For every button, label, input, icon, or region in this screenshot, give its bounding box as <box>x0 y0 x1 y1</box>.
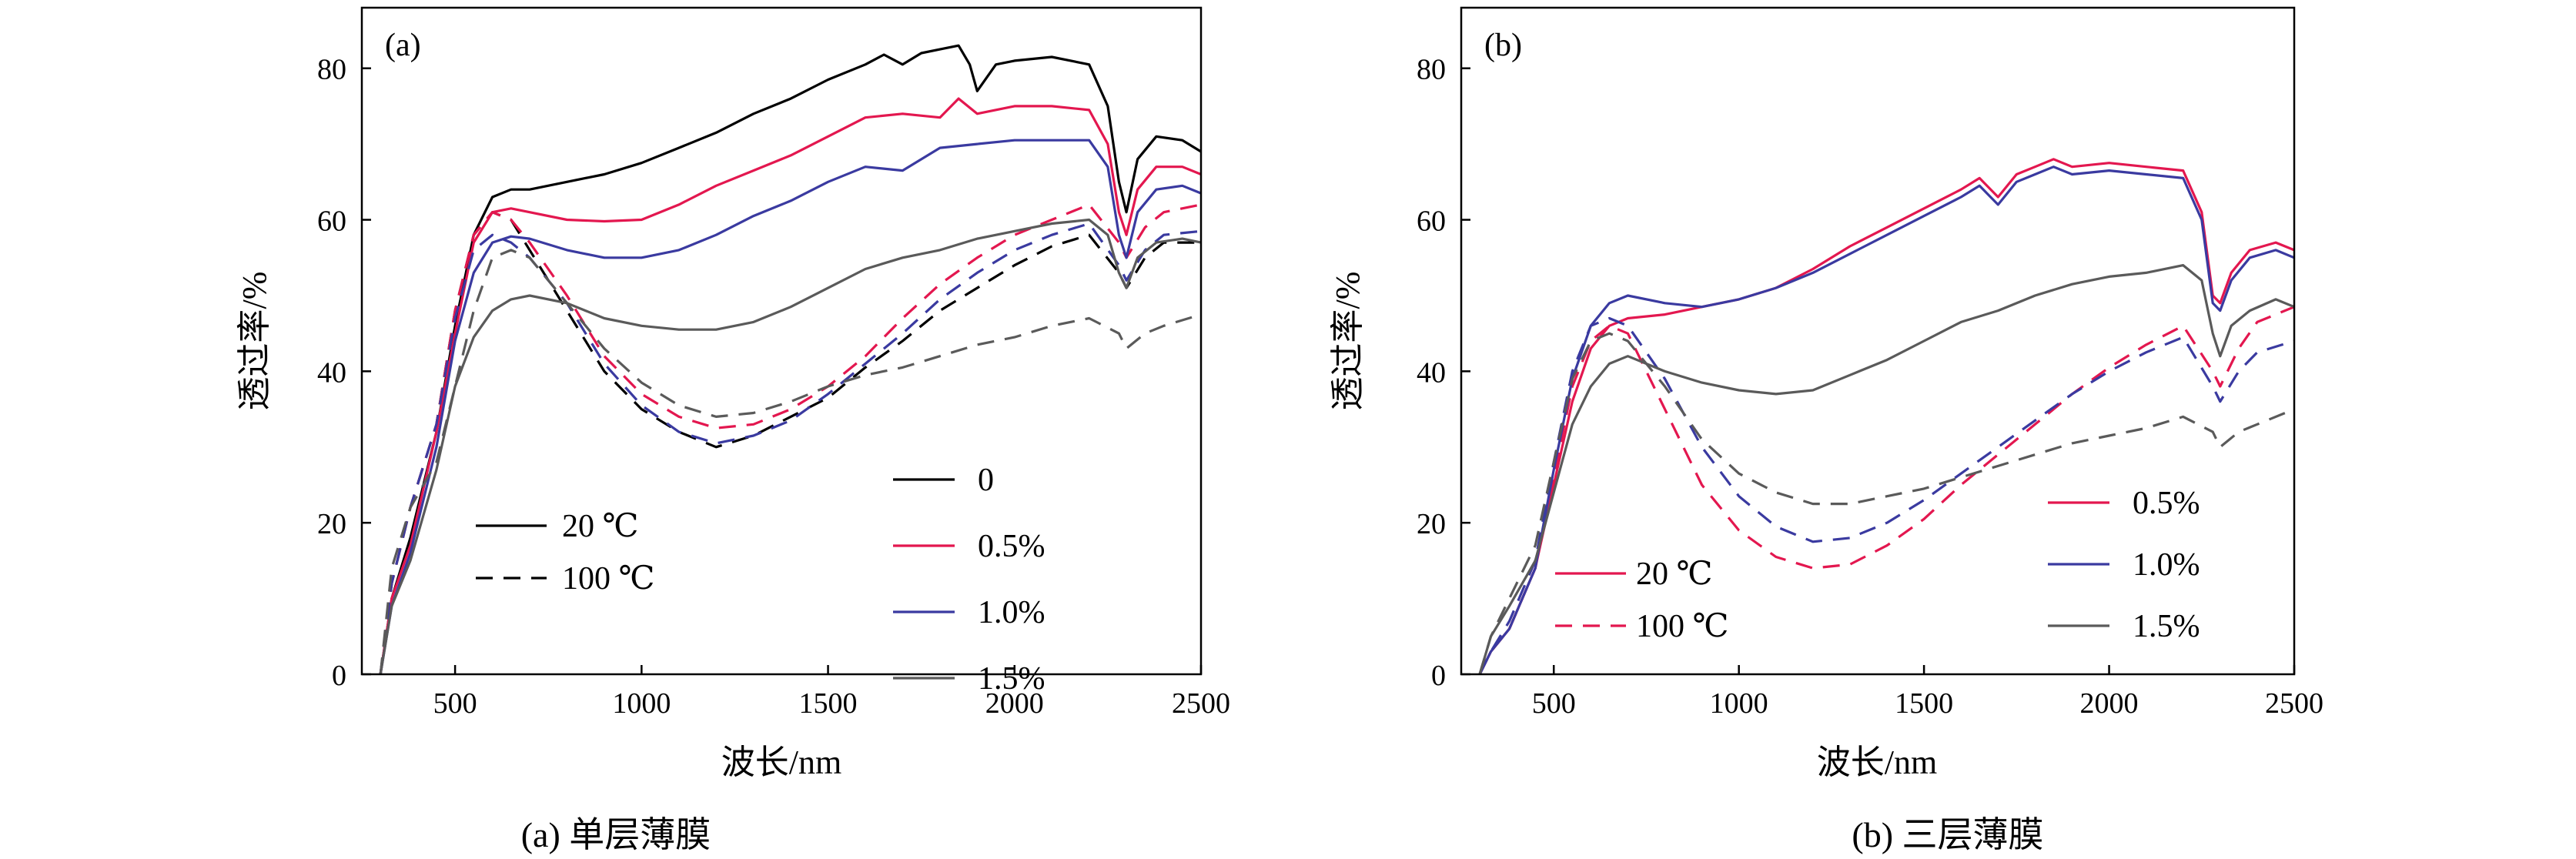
pb-y-tick-label-1: 20 <box>1417 508 1446 540</box>
pa-x-axis-label: 波长/nm <box>721 744 841 781</box>
pa-x-tick-label-2: 1500 <box>799 687 858 720</box>
pa-y-axis-label: 透过率/% <box>236 272 273 411</box>
caption-panel-a: (a) 单层薄膜 <box>521 815 711 854</box>
pb-x-axis-label: 波长/nm <box>1817 744 1937 781</box>
pb-series-line-1 <box>1478 306 2295 675</box>
pb-x-tick-label-0: 500 <box>1532 687 1576 720</box>
pb-y-axis-label: 透过率/% <box>1329 272 1367 411</box>
pa-series-line-1 <box>379 211 1201 675</box>
pb-legend-label-1: 1.0% <box>2133 547 2200 583</box>
pb-legend-label-2: 1.5% <box>2133 609 2200 644</box>
pb-series-line-0 <box>1478 158 2295 675</box>
pa-legend-label-3: 1.5% <box>978 661 1045 697</box>
pb-y-tick-label-3: 60 <box>1417 206 1446 238</box>
pa-temp-legend-label-0: 20 ℃ <box>562 509 638 544</box>
pa-legend-label-0: 0 <box>978 463 994 498</box>
pa-legend-label-2: 1.0% <box>978 595 1045 630</box>
pa-series-line-6 <box>379 218 1202 675</box>
pb-temp-legend-label-0: 20 ℃ <box>1636 557 1712 592</box>
pb-x-tick-label-1: 1000 <box>1710 687 1768 720</box>
pb-plot-frame <box>1460 6 2296 676</box>
pb-x-tick-label-2: 1500 <box>1895 687 1953 720</box>
pb-series-line-5 <box>1478 332 2295 675</box>
pa-legend-label-1: 0.5% <box>978 529 1045 564</box>
pa-y-tick-label-2: 40 <box>317 356 346 389</box>
pb-panel-tag: (b) <box>1484 28 1522 63</box>
pb-x-tick-label-3: 2000 <box>2080 687 2139 720</box>
pb-y-tick-label-4: 80 <box>1417 54 1446 86</box>
pa-plot-frame <box>360 6 1203 676</box>
caption-panel-b: (b) 三层薄膜 <box>1852 815 2043 854</box>
pb-temp-legend-label-1: 100 ℃ <box>1636 609 1728 644</box>
pa-x-tick-label-3: 2000 <box>985 687 1044 720</box>
pa-y-tick-label-1: 20 <box>317 508 346 540</box>
pa-series-line-4 <box>379 139 1202 675</box>
pb-series-line-2 <box>1478 165 2295 675</box>
pa-series-line-7 <box>379 249 1202 675</box>
pb-x-tick-label-4: 2500 <box>2265 687 2323 720</box>
pa-y-tick-label-4: 80 <box>317 54 346 86</box>
pa-y-tick-label-3: 60 <box>317 206 346 238</box>
pa-y-tick-label-0: 0 <box>332 660 346 692</box>
pa-x-tick-label-0: 500 <box>433 687 477 720</box>
pa-series-line-0 <box>379 44 1202 675</box>
pa-series-line-5 <box>379 222 1202 675</box>
pa-x-tick-label-1: 1000 <box>612 687 671 720</box>
pa-panel-tag: (a) <box>385 28 421 63</box>
pb-series-line-4 <box>1478 264 2295 675</box>
pa-series-line-2 <box>379 97 1202 675</box>
pa-x-tick-label-4: 2500 <box>1172 687 1230 720</box>
pa-temp-legend-label-1: 100 ℃ <box>562 561 654 597</box>
pa-series-line-3 <box>379 203 1202 675</box>
pb-y-tick-label-0: 0 <box>1431 660 1446 692</box>
pb-y-tick-label-2: 40 <box>1417 356 1446 389</box>
pb-legend-label-0: 0.5% <box>2133 486 2200 521</box>
